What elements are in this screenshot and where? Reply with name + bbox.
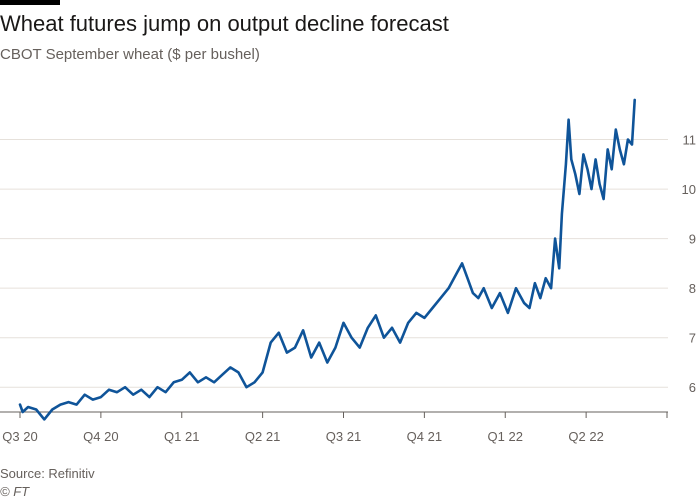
x-axis: Q3 20 Q4 20 Q1 21 Q2 21 Q3 21 Q4 21 Q1 22 Q2 22 <box>0 411 668 444</box>
series-group <box>18 98 637 421</box>
y-tick-label-6: 6 <box>689 380 696 395</box>
x-tick-label-6: Q1 22 <box>488 429 523 444</box>
series-line-0 <box>18 98 637 421</box>
y-tick-label-9: 9 <box>689 232 696 247</box>
x-tick-label-3: Q2 21 <box>245 429 280 444</box>
x-tick-label-2: Q1 21 <box>164 429 199 444</box>
x-tick-label-1: Q4 20 <box>83 429 118 444</box>
gridlines <box>0 139 668 388</box>
y-axis-labels: 6 7 8 9 10 11 <box>682 133 696 396</box>
chart-title: Wheat futures jump on output decline for… <box>0 11 449 36</box>
chart-subtitle: CBOT September wheat ($ per bushel) <box>0 46 260 63</box>
x-tick-label-0: Q3 20 <box>2 429 37 444</box>
x-tick-label-4: Q3 21 <box>326 429 361 444</box>
ft-top-bar <box>0 0 60 5</box>
source-note: Source: Refinitiv <box>0 466 95 481</box>
x-tick-label-5: Q4 21 <box>407 429 442 444</box>
y-tick-label-10: 10 <box>682 182 696 197</box>
x-tick-label-7: Q2 22 <box>568 429 603 444</box>
credit-note: © FT <box>0 484 30 499</box>
y-tick-label-7: 7 <box>689 331 696 346</box>
chart-canvas: Q3 20 Q4 20 Q1 21 Q2 21 Q3 21 Q4 21 Q1 22 Q2 22… <box>0 98 696 444</box>
y-tick-label-8: 8 <box>689 281 696 296</box>
y-tick-label-11: 11 <box>683 133 697 148</box>
